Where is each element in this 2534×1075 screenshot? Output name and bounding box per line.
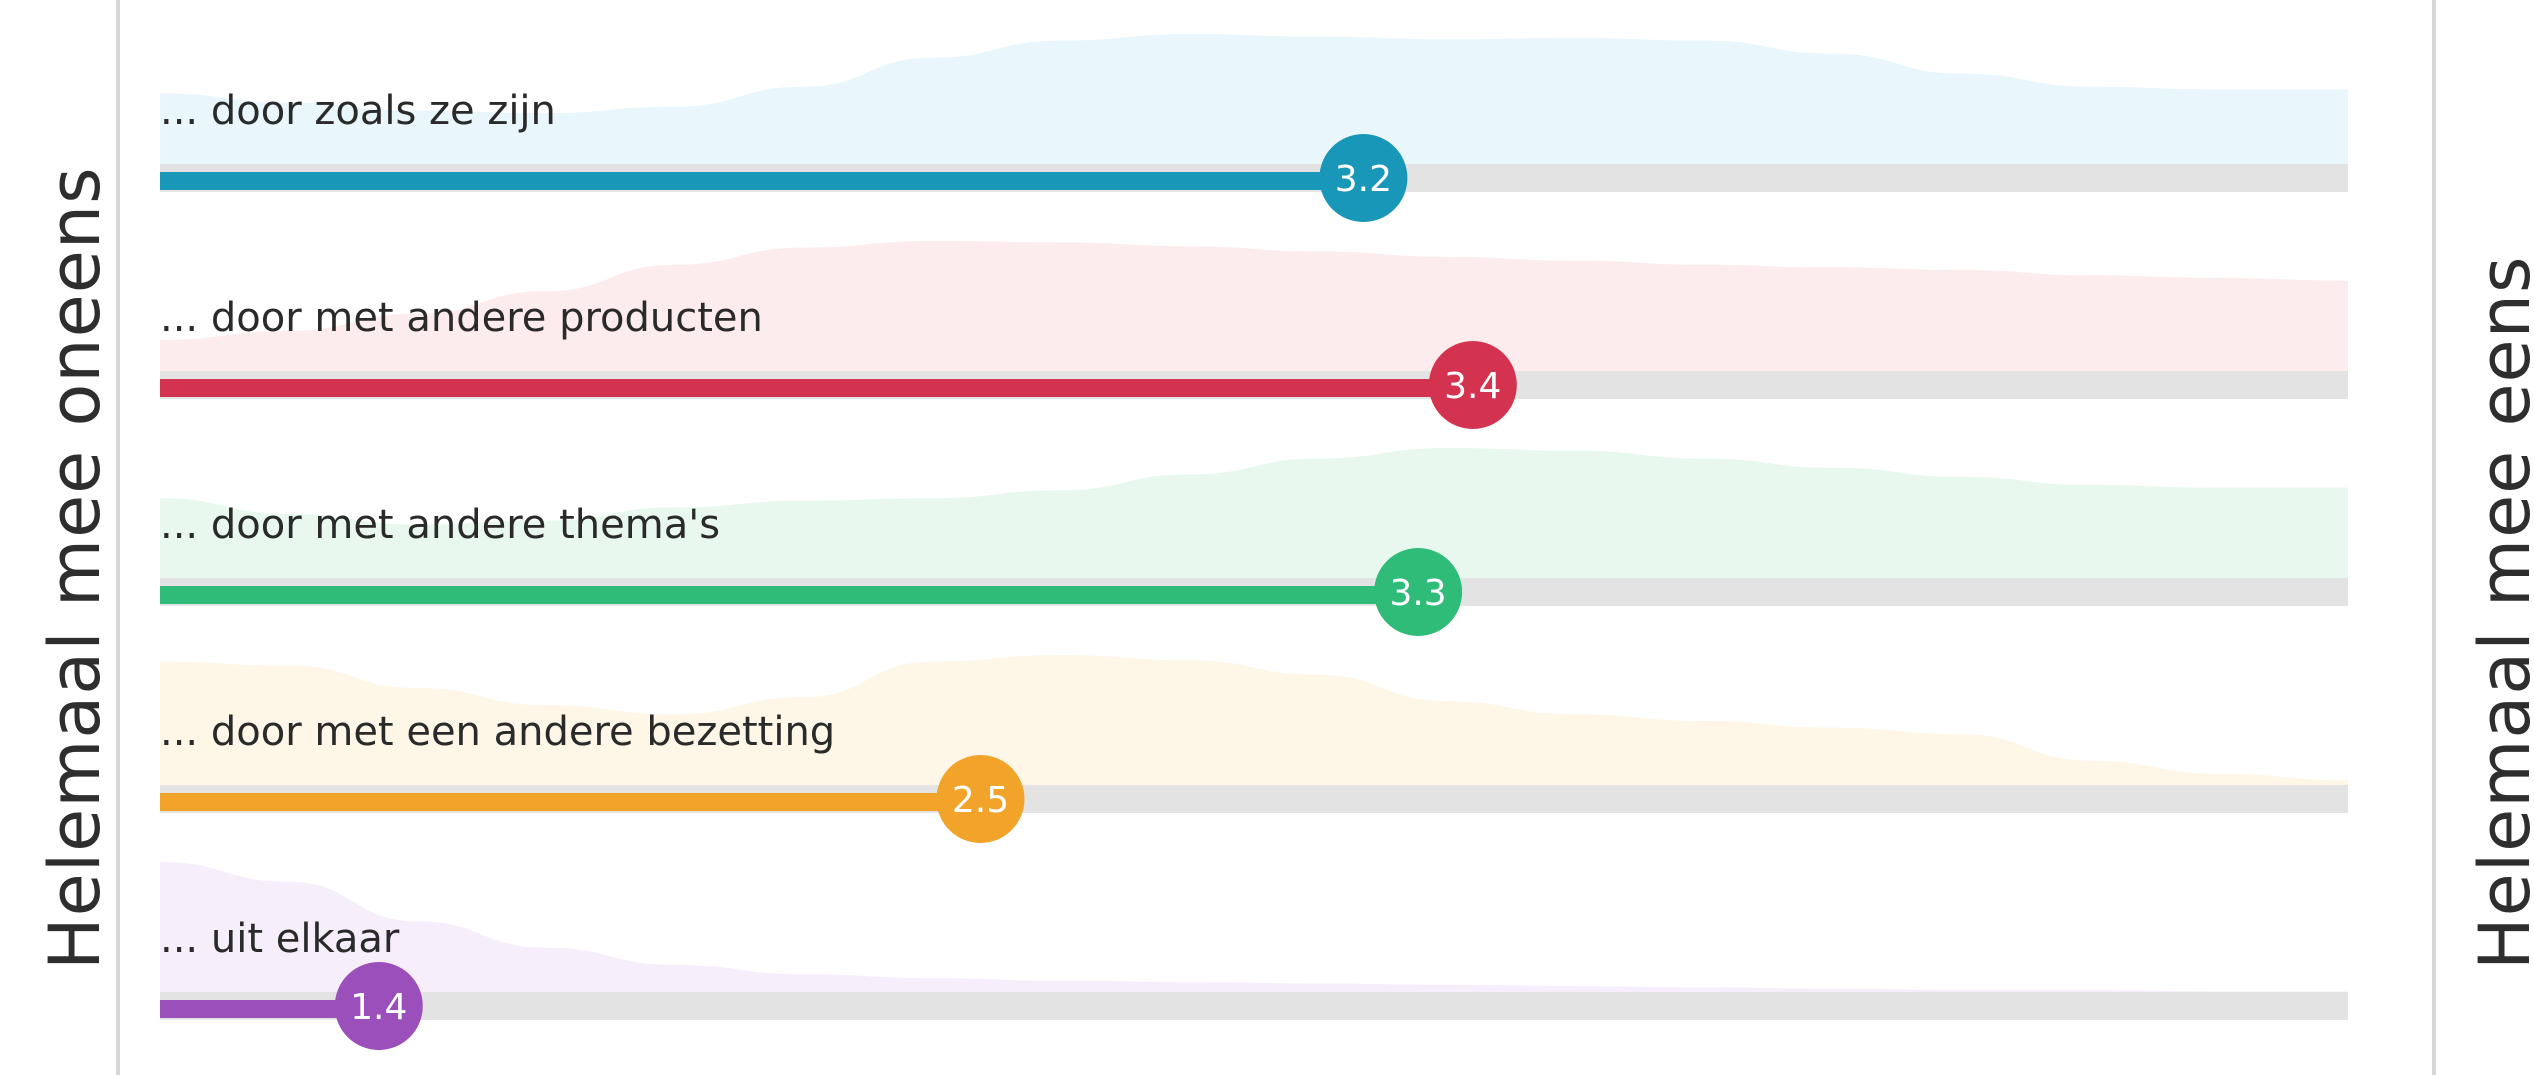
value-bar-3	[160, 586, 1419, 604]
value-label-3: 3.3	[1389, 573, 1446, 614]
value-bar-2	[160, 379, 1473, 397]
value-label-2: 3.4	[1444, 366, 1501, 407]
value-marker-5	[334, 962, 423, 1050]
value-label-1: 3.2	[1335, 159, 1392, 200]
value-marker-4	[936, 755, 1025, 843]
distribution-area-4	[160, 655, 2348, 787]
distribution-area-3	[160, 448, 2348, 580]
item-label-3: ... door met andere thema's	[160, 502, 720, 548]
value-bar-5	[160, 1000, 379, 1018]
left-divider	[116, 0, 120, 1075]
value-bar-1	[160, 172, 1364, 190]
value-marker-3	[1374, 548, 1463, 636]
item-label-2: ... door met andere producten	[160, 295, 763, 341]
right-divider	[2432, 0, 2436, 1075]
value-label-5: 1.4	[350, 987, 407, 1028]
distribution-area-1	[160, 34, 2348, 166]
value-marker-1	[1319, 134, 1408, 222]
track-5	[160, 992, 2348, 1020]
value-label-4: 2.5	[952, 780, 1009, 821]
value-bar-4	[160, 793, 981, 811]
distribution-area-5	[160, 862, 2348, 994]
distribution-area-2	[160, 241, 2348, 373]
item-label-4: ... door met een andere bezetting	[160, 709, 835, 755]
item-label-5: ... uit elkaar	[160, 916, 400, 962]
item-label-1: ... door zoals ze zijn	[160, 88, 556, 134]
value-marker-2	[1428, 341, 1517, 429]
